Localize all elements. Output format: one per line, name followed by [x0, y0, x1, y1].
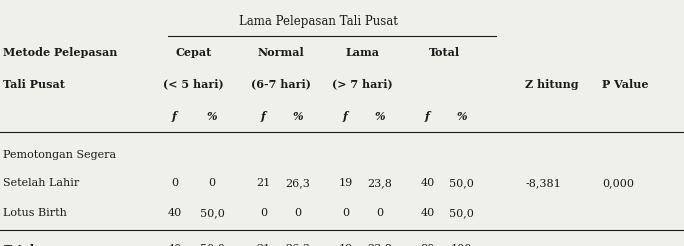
Text: Z hitung: Z hitung: [525, 79, 579, 90]
Text: Lama Pelepasan Tali Pusat: Lama Pelepasan Tali Pusat: [239, 15, 397, 28]
Text: Pemotongan Segera: Pemotongan Segera: [3, 150, 116, 160]
Text: f: f: [172, 111, 176, 122]
Text: Total: Total: [429, 47, 460, 58]
Text: 40: 40: [421, 208, 434, 218]
Text: 0: 0: [260, 208, 267, 218]
Text: %: %: [207, 111, 218, 122]
Text: -8,381: -8,381: [525, 178, 561, 188]
Text: 50,0: 50,0: [449, 178, 474, 188]
Text: Setelah Lahir: Setelah Lahir: [3, 178, 79, 188]
Text: 40: 40: [168, 208, 181, 218]
Text: (< 5 hari): (< 5 hari): [163, 79, 224, 90]
Text: 19: 19: [339, 244, 352, 246]
Text: 21: 21: [256, 244, 270, 246]
Text: Tali Pusat: Tali Pusat: [3, 79, 65, 90]
Text: 26,3: 26,3: [285, 244, 310, 246]
Text: 26,3: 26,3: [285, 178, 310, 188]
Text: 21: 21: [256, 178, 270, 188]
Text: (> 7 hari): (> 7 hari): [332, 79, 393, 90]
Text: 100: 100: [451, 244, 473, 246]
Text: (6-7 hari): (6-7 hari): [250, 79, 311, 90]
Text: Lama: Lama: [345, 47, 380, 58]
Text: 23,8: 23,8: [367, 178, 392, 188]
Text: %: %: [292, 111, 303, 122]
Text: 0: 0: [376, 208, 383, 218]
Text: f: f: [425, 111, 430, 122]
Text: 19: 19: [339, 178, 352, 188]
Text: P Value: P Value: [602, 79, 648, 90]
Text: Normal: Normal: [257, 47, 304, 58]
Text: 50,0: 50,0: [200, 244, 224, 246]
Text: %: %: [456, 111, 467, 122]
Text: 0: 0: [294, 208, 301, 218]
Text: Lotus Birth: Lotus Birth: [3, 208, 67, 218]
Text: Cepat: Cepat: [175, 47, 211, 58]
Text: 80: 80: [421, 244, 434, 246]
Text: Metode Pelepasan: Metode Pelepasan: [3, 47, 118, 58]
Text: 50,0: 50,0: [200, 208, 224, 218]
Text: f: f: [261, 111, 265, 122]
Text: 50,0: 50,0: [449, 208, 474, 218]
Text: 23,8: 23,8: [367, 244, 392, 246]
Text: 0,000: 0,000: [602, 178, 634, 188]
Text: 0: 0: [171, 178, 178, 188]
Text: f: f: [343, 111, 347, 122]
Text: 0: 0: [342, 208, 349, 218]
Text: %: %: [374, 111, 385, 122]
Text: 40: 40: [168, 244, 181, 246]
Text: Total: Total: [3, 244, 35, 246]
Text: 40: 40: [421, 178, 434, 188]
Text: 0: 0: [209, 178, 215, 188]
